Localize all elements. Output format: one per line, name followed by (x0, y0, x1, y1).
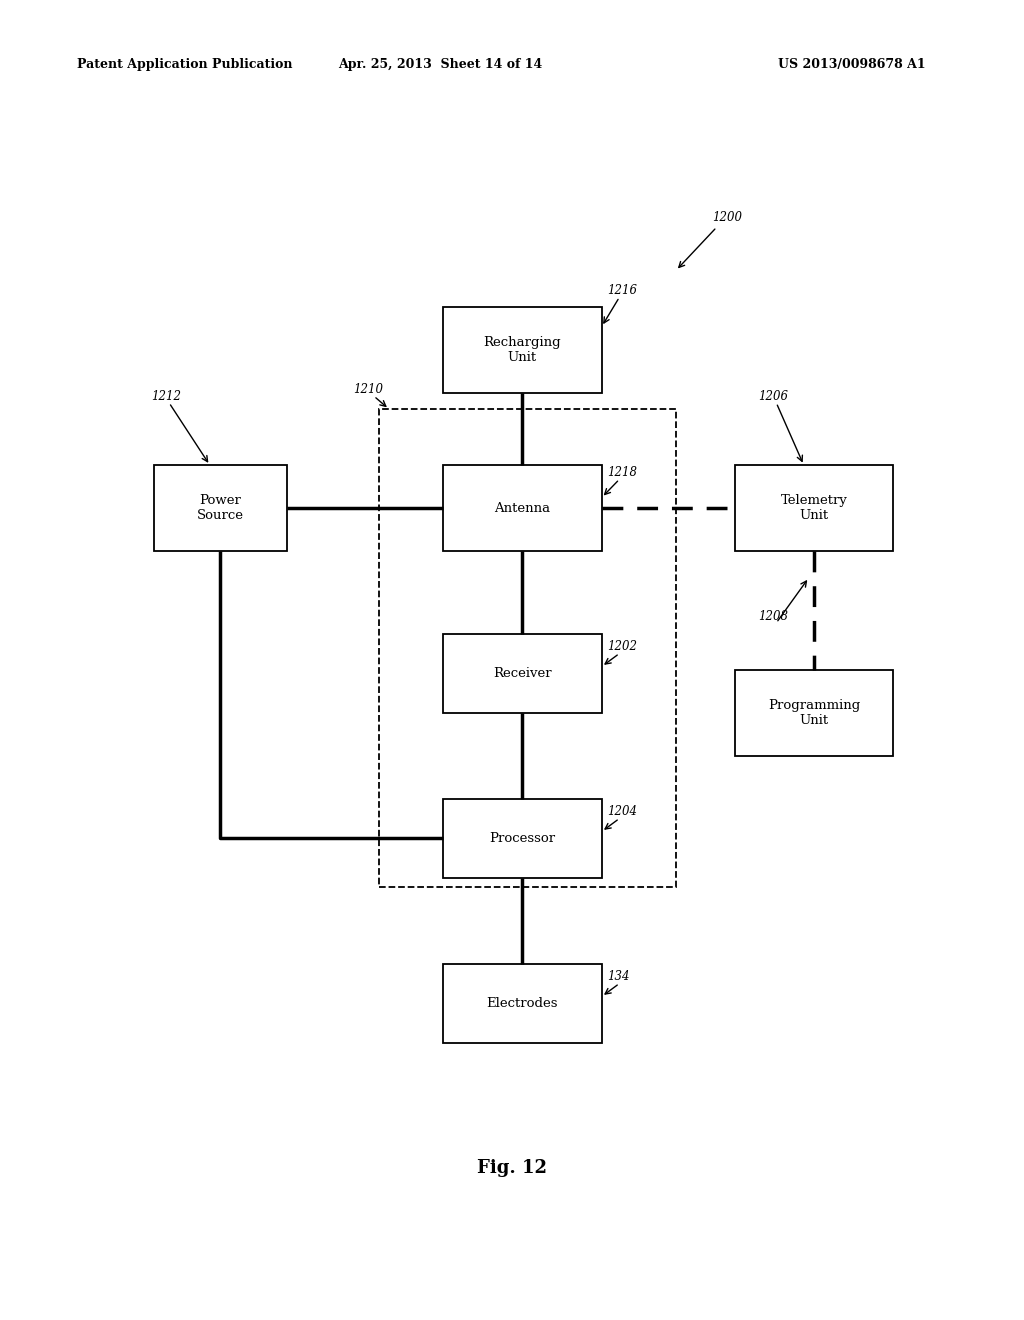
Text: Programming
Unit: Programming Unit (768, 698, 860, 727)
Text: Electrodes: Electrodes (486, 997, 558, 1010)
Text: Recharging
Unit: Recharging Unit (483, 335, 561, 364)
Text: Patent Application Publication: Patent Application Publication (77, 58, 292, 71)
Bar (735, 466, 893, 552)
Text: Fig. 12: Fig. 12 (477, 1159, 547, 1177)
Text: 1216: 1216 (607, 284, 637, 297)
Text: 1218: 1218 (607, 466, 637, 479)
Bar (154, 466, 287, 552)
Bar (442, 466, 602, 552)
Bar (442, 306, 602, 393)
Text: Antenna: Antenna (495, 502, 550, 515)
Text: Processor: Processor (489, 832, 555, 845)
Text: 1204: 1204 (607, 805, 637, 818)
Text: Apr. 25, 2013  Sheet 14 of 14: Apr. 25, 2013 Sheet 14 of 14 (338, 58, 543, 71)
Text: Power
Source: Power Source (197, 494, 244, 523)
Text: US 2013/0098678 A1: US 2013/0098678 A1 (778, 58, 926, 71)
Text: 134: 134 (607, 970, 630, 983)
Bar (442, 799, 602, 878)
Bar (735, 671, 893, 755)
Text: 1212: 1212 (152, 389, 181, 403)
Text: 1200: 1200 (712, 211, 741, 224)
Bar (379, 409, 676, 887)
Text: 1202: 1202 (607, 640, 637, 653)
Bar (442, 964, 602, 1043)
Text: 1208: 1208 (758, 610, 787, 623)
Bar (442, 634, 602, 713)
Text: Telemetry
Unit: Telemetry Unit (780, 494, 848, 523)
Text: Receiver: Receiver (493, 667, 552, 680)
Text: 1206: 1206 (758, 389, 787, 403)
Text: 1210: 1210 (353, 383, 383, 396)
